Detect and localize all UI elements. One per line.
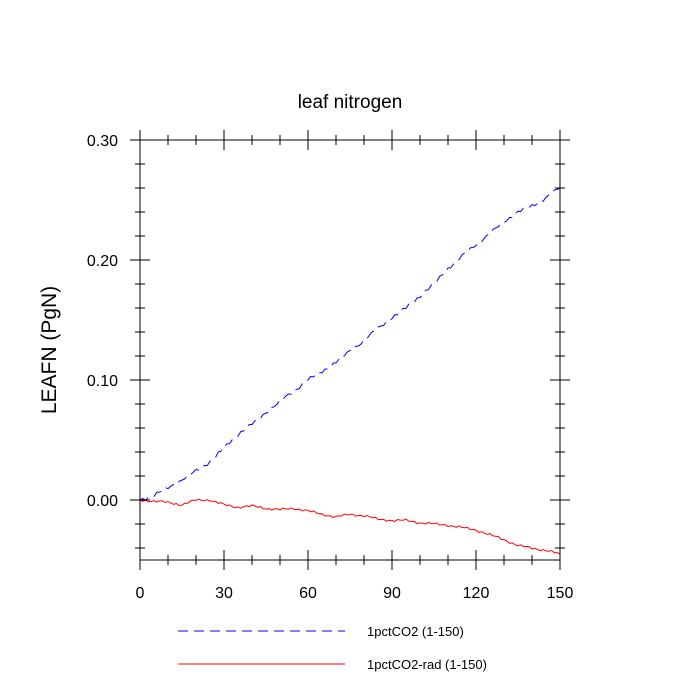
- x-tick-label: 30: [215, 585, 233, 602]
- y-tick-label: 0.00: [87, 493, 118, 510]
- x-tick-label: 150: [547, 585, 574, 602]
- y-tick-label: 0.10: [87, 373, 118, 390]
- legend-label-2: 1pctCO2-rad (1-150): [367, 657, 487, 672]
- legend-label-1: 1pctCO2 (1-150): [367, 624, 464, 639]
- legend: 1pctCO2 (1-150) 1pctCO2-rad (1-150): [178, 624, 487, 672]
- x-tick-label: 120: [463, 585, 490, 602]
- x-tick-label: 0: [136, 585, 145, 602]
- x-tick-label: 60: [299, 585, 317, 602]
- plot-area: [139, 187, 561, 555]
- series-line-2: [139, 498, 561, 555]
- y-tick-label: 0.30: [87, 133, 118, 150]
- y-tick-label: 0.20: [87, 253, 118, 270]
- x-tick-label: 90: [383, 585, 401, 602]
- series-line-1: [139, 187, 561, 501]
- y-axis-label: LEAFN (PgN): [38, 286, 61, 414]
- axes: 0 30 60 90 120 150 0.00 0.10 0.20 0.30: [87, 130, 574, 602]
- plot-frame: [139, 139, 561, 561]
- chart-title: leaf nitrogen: [298, 92, 403, 113]
